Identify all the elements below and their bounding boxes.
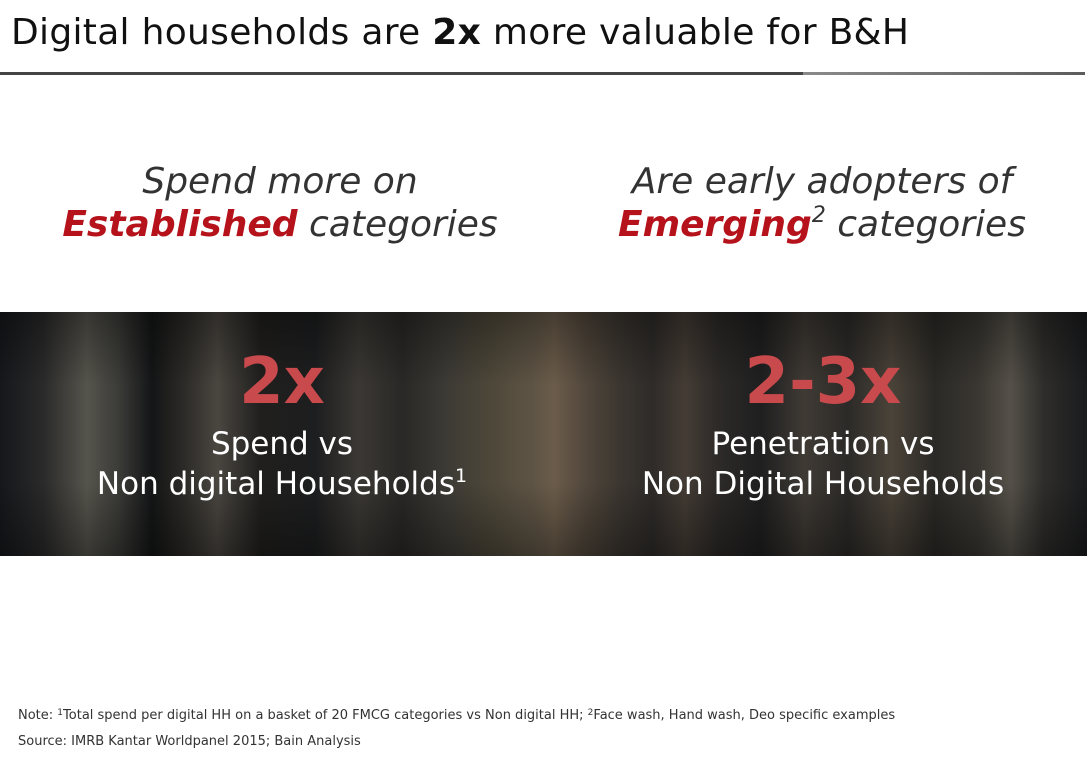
title-text-after: more valuable for B&H xyxy=(481,12,910,53)
footnote-text2: Face wash, Hand wash, Deo specific examp… xyxy=(593,708,896,723)
spend-stat-line1: Spend vs xyxy=(210,426,354,462)
established-heading: Spend more on Established categories xyxy=(0,160,560,246)
established-heading-rest: categories xyxy=(297,204,498,245)
emerging-heading-line2: Emerging2 categories xyxy=(542,203,1087,246)
source-note: Source: IMRB Kantar Worldpanel 2015; Bai… xyxy=(18,734,361,749)
established-emphasis: Established xyxy=(62,204,298,245)
background-photo-band xyxy=(0,312,1087,556)
emerging-heading-rest: categories xyxy=(825,204,1026,245)
penetration-stat-value: 2-3x xyxy=(744,345,902,419)
emerging-heading-sup: 2 xyxy=(811,203,826,228)
penetration-stat-line1: Penetration vs xyxy=(711,426,935,462)
title-divider xyxy=(0,72,1085,75)
emerging-emphasis: Emerging xyxy=(618,204,812,245)
footnote-label: Note: xyxy=(18,708,58,723)
spend-stat: 2x Spend vs Non digital Households1 xyxy=(2,340,562,504)
penetration-stat-line2: Non Digital Households xyxy=(543,464,1087,504)
title-text-before: Digital households are xyxy=(11,12,433,53)
page-title: Digital households are 2x more valuable … xyxy=(11,12,909,53)
footnote: Note: 1Total spend per digital HH on a b… xyxy=(18,708,895,723)
penetration-stat: 2-3x Penetration vs Non Digital Househol… xyxy=(543,340,1087,504)
penetration-stat-line2-text: Non Digital Households xyxy=(641,466,1005,502)
spend-stat-line2: Non digital Households1 xyxy=(2,464,562,504)
spend-stat-value: 2x xyxy=(239,345,325,419)
spend-stat-sup: 1 xyxy=(454,465,468,487)
footnote-text1: Total spend per digital HH on a basket o… xyxy=(63,708,588,723)
spend-stat-line2-text: Non digital Households xyxy=(96,466,455,502)
footnote-sup2: 2 xyxy=(587,708,594,718)
title-highlight: 2x xyxy=(432,12,482,53)
established-heading-line2: Established categories xyxy=(0,203,560,246)
emerging-heading-line1: Are early adopters of xyxy=(631,161,1013,202)
footnote-sup1: 1 xyxy=(57,708,64,718)
emerging-heading: Are early adopters of Emerging2 categori… xyxy=(542,160,1087,246)
established-heading-line1: Spend more on xyxy=(142,161,418,202)
